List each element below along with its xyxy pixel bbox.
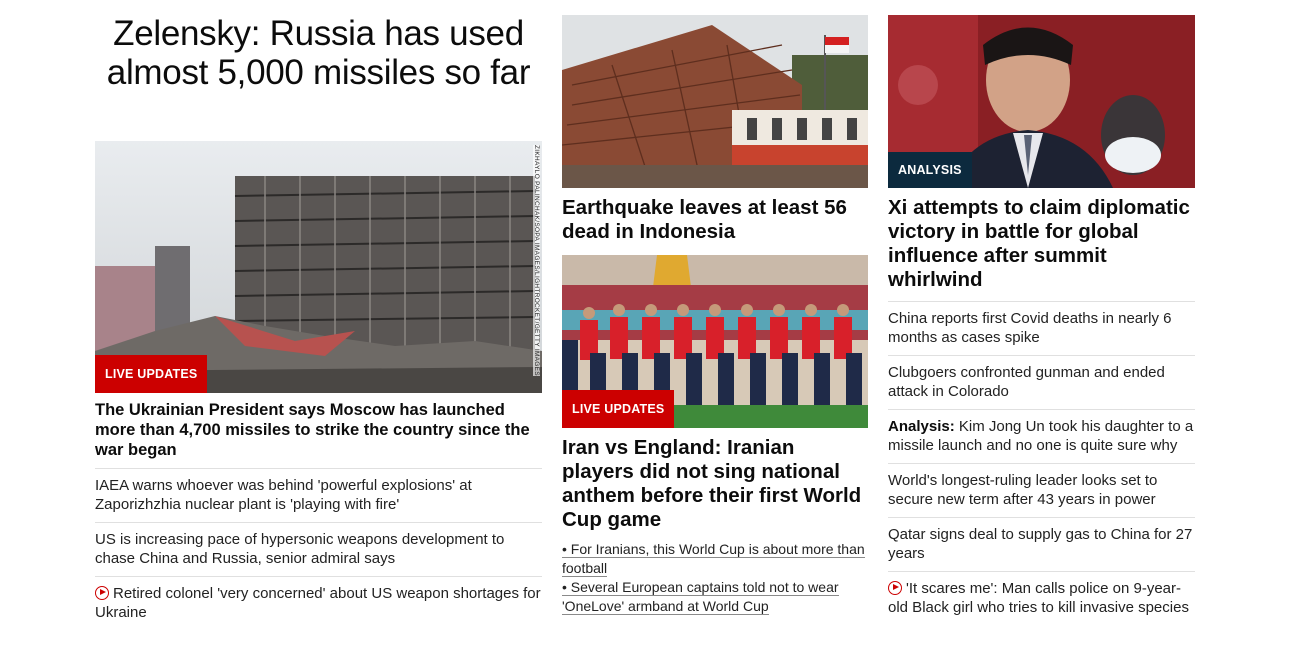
- related-link[interactable]: • For Iranians, this World Cup is about …: [562, 541, 865, 577]
- live-updates-badge: LIVE UPDATES: [95, 355, 208, 393]
- main-headline[interactable]: Zelensky: Russia has used almost 5,000 m…: [106, 14, 531, 92]
- destroyed-building-photo: [95, 141, 542, 393]
- earthquake-image[interactable]: [562, 15, 868, 188]
- lead-column: Zelensky: Russia has used almost 5,000 m…: [95, 14, 542, 630]
- lead-subheadline[interactable]: The Ukrainian President says Moscow has …: [95, 393, 542, 469]
- list-item[interactable]: Clubgoers confronted gunman and ended at…: [888, 356, 1195, 410]
- collapsed-roof-photo: [562, 15, 868, 188]
- world-cup-headline[interactable]: Iran vs England: Iranian players did not…: [562, 436, 862, 531]
- photo-credit: ZIKHAYLO PALINCHAK/SOPA IMAGES/LIGHTROCK…: [533, 145, 540, 376]
- lead-image[interactable]: ZIKHAYLO PALINCHAK/SOPA IMAGES/LIGHTROCK…: [95, 141, 542, 393]
- xi-headline[interactable]: Xi attempts to claim diplomatic victory …: [888, 188, 1195, 302]
- live-updates-badge: LIVE UPDATES: [562, 390, 675, 428]
- earthquake-headline[interactable]: Earthquake leaves at least 56 dead in In…: [562, 196, 847, 243]
- world-cup-image[interactable]: LIVE UPDATES: [562, 255, 868, 428]
- xi-image[interactable]: ANALYSIS: [888, 15, 1195, 188]
- list-item[interactable]: Retired colonel 'very concerned' about U…: [95, 585, 541, 621]
- list-item[interactable]: 'It scares me': Man calls police on 9-ye…: [888, 580, 1189, 616]
- list-item[interactable]: Qatar signs deal to supply gas to China …: [888, 518, 1195, 572]
- right-related-list: China reports first Covid deaths in near…: [888, 302, 1195, 625]
- play-icon: [888, 581, 902, 595]
- list-item[interactable]: World's longest-ruling leader looks set …: [888, 464, 1195, 518]
- play-icon: [95, 586, 109, 600]
- lead-related-list: IAEA warns whoever was behind 'powerful …: [95, 469, 542, 630]
- analysis-badge: ANALYSIS: [888, 152, 972, 188]
- list-item[interactable]: Analysis: Kim Jong Un took his daughter …: [888, 410, 1195, 464]
- list-item[interactable]: IAEA warns whoever was behind 'powerful …: [95, 469, 542, 523]
- middle-column: Earthquake leaves at least 56 dead in In…: [562, 15, 868, 616]
- related-links: • For Iranians, this World Cup is about …: [562, 540, 868, 616]
- list-item[interactable]: China reports first Covid deaths in near…: [888, 302, 1195, 356]
- right-column: ANALYSIS Xi attempts to claim diplomatic…: [888, 15, 1195, 625]
- list-item[interactable]: US is increasing pace of hypersonic weap…: [95, 523, 542, 577]
- analysis-label: Analysis:: [888, 418, 955, 435]
- related-link[interactable]: • Several European captains told not to …: [562, 579, 839, 615]
